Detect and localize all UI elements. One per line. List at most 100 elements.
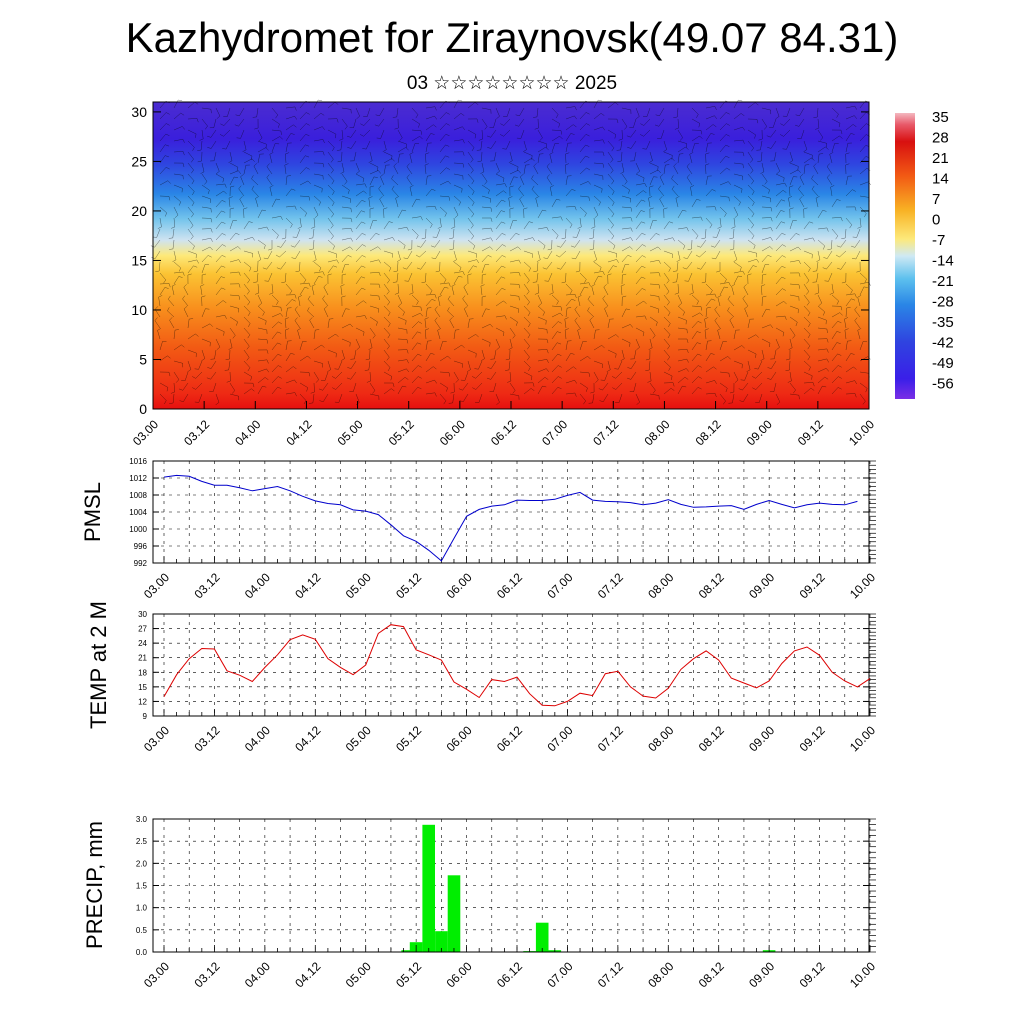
pmsl-x-tick-label: 09.12 (797, 570, 828, 601)
heatmap-y-tick-label: 30 (131, 104, 147, 120)
colorbar-label: 0 (932, 212, 940, 229)
heatmap-x-tick-label: 10.00 (846, 417, 877, 448)
precip-x-tick-label: 05.12 (393, 959, 424, 990)
pmsl-y-tick-label: 1012 (129, 474, 147, 483)
colorbar: 35 28 21 14 7 0 -7 -14 -21 -28 -35 -42 -49 -56 (895, 109, 954, 399)
precip-x-tick-label: 06.00 (444, 959, 475, 990)
temp-y-axis: 9 12 15 18 21 24 27 30 (138, 610, 876, 721)
heatmap-x-tick-label: 06.00 (437, 417, 468, 448)
precip-y-tick-label: 0.5 (136, 926, 148, 935)
temp-y-tick-label: 24 (138, 639, 147, 648)
temp-y-tick-label: 15 (138, 683, 147, 692)
pmsl-x-tick-label: 03.12 (191, 570, 222, 601)
pmsl-grid (153, 460, 871, 564)
precip-bar (447, 875, 461, 952)
colorbar-label: -7 (932, 232, 945, 249)
temperature-heatmap: 0 5 10 15 20 25 30 03.00 03.12 04.00 04.12 05.00 05… (130, 99, 877, 448)
pmsl-x-tick-label: 04.00 (242, 570, 273, 601)
heatmap-x-tick-label: 05.00 (335, 417, 366, 448)
precip-x-tick-label: 05.00 (343, 959, 374, 990)
pmsl-x-tick-label: 10.00 (847, 570, 878, 601)
pmsl-x-tick-label: 07.12 (595, 570, 626, 601)
temp-x-tick-label: 07.12 (595, 723, 626, 754)
colorbar-label: -28 (932, 294, 954, 311)
colorbar-labels: 35 28 21 14 7 0 -7 -14 -21 -28 -35 -42 -49 -56 (932, 109, 954, 393)
heatmap-x-tick-label: 05.12 (386, 417, 417, 448)
colorbar-label: 14 (932, 171, 949, 188)
temp-series-line (163, 624, 871, 707)
precip-x-tick-label: 06.12 (494, 959, 525, 990)
temp-x-tick-label: 08.12 (696, 723, 727, 754)
pmsl-y-tick-label: 1008 (129, 491, 147, 500)
colorbar-label: -49 (932, 355, 954, 372)
colorbar-label: -56 (932, 376, 954, 393)
precip-bars (401, 824, 776, 952)
temp-x-tick-label: 05.12 (393, 723, 424, 754)
colorbar-label: -35 (932, 314, 954, 331)
temp-y-tick-label: 12 (138, 697, 147, 706)
precip-ylabel: PRECIP, mm (82, 821, 107, 949)
temp-x-tick-label: 10.00 (847, 723, 878, 754)
heatmap-x-tick-label: 07.00 (539, 417, 570, 448)
pmsl-y-tick-label: 1004 (129, 508, 147, 517)
precip-y-tick-label: 0.0 (136, 948, 148, 957)
temp-x-tick-label: 07.00 (544, 723, 575, 754)
precip-x-tick-label: 09.12 (797, 959, 828, 990)
temp-y-tick-label: 9 (143, 712, 148, 721)
precip-y-tick-label: 3.0 (136, 815, 148, 824)
heatmap-y-axis: 0 5 10 15 20 25 30 (131, 104, 869, 417)
temp-x-tick-label: 06.12 (494, 723, 525, 754)
page-title: Kazhydromet for Ziraynovsk(49.07 84.31) (125, 14, 899, 61)
colorbar-fill (895, 113, 915, 399)
heatmap-x-tick-label: 08.00 (641, 417, 672, 448)
precip-bar (435, 931, 448, 952)
pmsl-chart: 992 996 1000 1004 1008 1012 1016 03.00 03.12 04.… (80, 457, 878, 601)
precip-grid (153, 818, 871, 953)
pmsl-y-tick-label: 992 (134, 559, 148, 568)
temp-x-tick-label: 04.12 (292, 723, 323, 754)
precip-y-axis: 0.0 0.5 1.0 1.5 2.0 2.5 3.0 (136, 815, 876, 957)
heatmap-x-tick-label: 09.12 (795, 417, 826, 448)
precip-bar (401, 950, 414, 952)
precip-chart: 0.0 0.5 1.0 1.5 2.0 2.5 3.0 03.00 03.12 04.00 04.… (82, 815, 878, 990)
precip-x-tick-label: 07.00 (544, 959, 575, 990)
precip-x-tick-label: 04.00 (242, 959, 273, 990)
wind-barbs (150, 99, 871, 406)
heatmap-y-tick-label: 25 (131, 153, 147, 169)
colorbar-label: 35 (932, 109, 949, 126)
precip-x-tick-label: 03.12 (191, 959, 222, 990)
colorbar-label: -14 (932, 253, 954, 270)
pmsl-x-tick-label: 08.00 (645, 570, 676, 601)
wind-barb-field (150, 99, 871, 406)
temp-x-tick-label: 05.00 (343, 723, 374, 754)
heatmap-field (153, 102, 869, 409)
heatmap-x-tick-label: 08.12 (693, 417, 724, 448)
pmsl-x-tick-label: 07.00 (544, 570, 575, 601)
precip-x-tick-label: 09.00 (746, 959, 777, 990)
colorbar-label: 21 (932, 150, 949, 167)
temp-y-tick-label: 30 (138, 610, 147, 619)
precip-y-tick-label: 1.0 (136, 904, 148, 913)
temp-y-tick-label: 21 (138, 654, 147, 663)
heatmap-x-tick-label: 04.00 (232, 417, 263, 448)
heatmap-y-tick-label: 15 (131, 252, 147, 268)
temp-chart: 9 12 15 18 21 24 27 30 03.00 03.12 04.00 04.12 05.0… (86, 601, 878, 754)
precip-x-tick-label: 08.12 (696, 959, 727, 990)
pmsl-x-tick-label: 04.12 (292, 570, 323, 601)
heatmap-y-tick-label: 20 (131, 203, 147, 219)
heatmap-x-tick-label: 07.12 (590, 417, 621, 448)
temp-frame (152, 613, 870, 717)
temp-x-tick-label: 09.00 (746, 723, 777, 754)
precip-bar (422, 824, 435, 952)
temp-x-tick-label: 03.12 (191, 723, 222, 754)
heatmap-x-tick-label: 06.12 (488, 417, 519, 448)
precip-x-tick-label: 03.00 (141, 959, 172, 990)
heatmap-x-tick-label: 03.12 (181, 417, 212, 448)
pmsl-series-line (163, 474, 858, 562)
pmsl-x-tick-label: 05.12 (393, 570, 424, 601)
precip-y-tick-label: 2.0 (136, 859, 148, 868)
pmsl-x-tick-label: 09.00 (746, 570, 777, 601)
heatmap-y-tick-label: 0 (139, 401, 147, 417)
heatmap-x-tick-label: 03.00 (130, 417, 161, 448)
